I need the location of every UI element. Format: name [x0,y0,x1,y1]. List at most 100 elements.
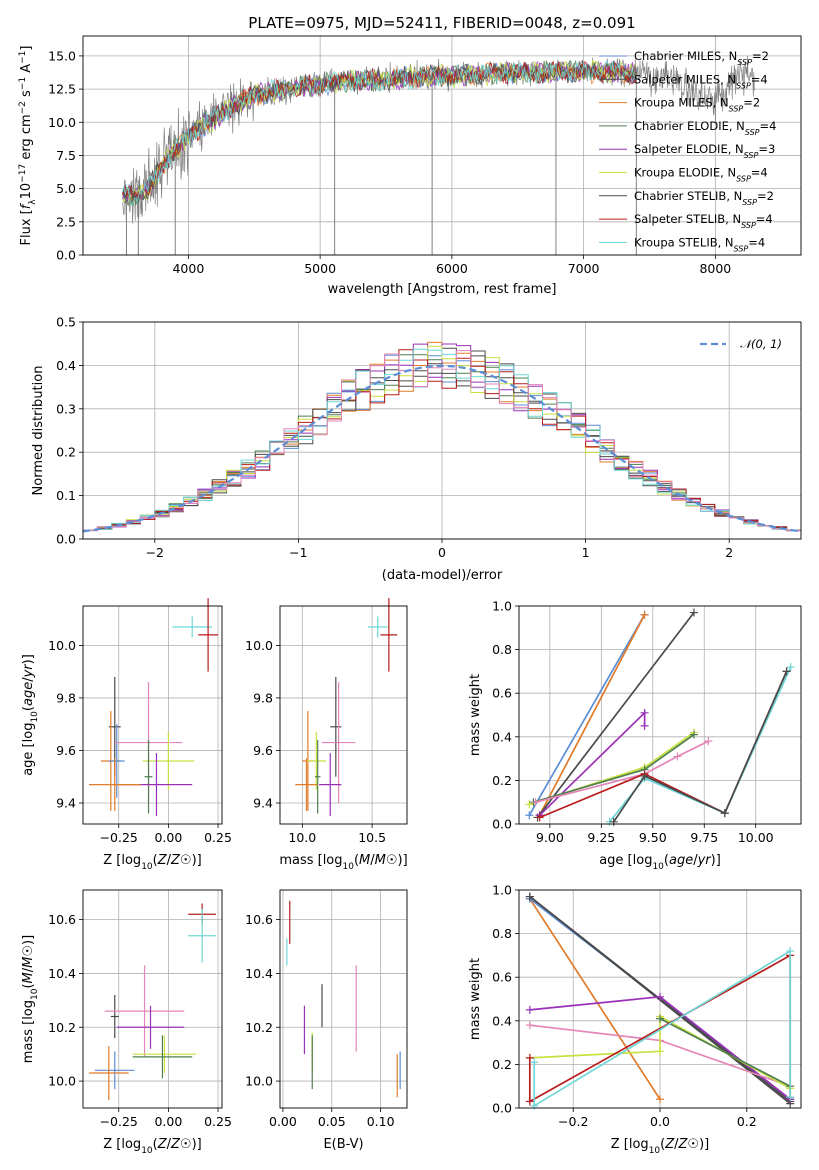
errorbar-point [88,758,141,811]
y-tick-label: 9.8 [56,690,76,705]
y-tick-label: 0.2 [492,1057,512,1072]
legend-entry: 𝒩(0, 1) [740,337,782,351]
x-tick-label: 0.0 [650,1114,670,1129]
y-tick-label: 1.0 [492,599,512,614]
weight_vs_Z-ticks: −0.2 0.0 0.2 0.0 0.2 0.4 0.6 0.8 1.0 [492,883,757,1130]
spectrum-ticks: 4000 5000 6000 7000 8000 0.0 2.5 5.0 7.5 10.0 12.5… [48,48,731,276]
x-tick-label: −0.25 [100,830,138,845]
weight_vs_age-grid [519,605,801,825]
legend-entry: Salpeter STELIB, NSSP=4 [634,212,773,230]
axis-label: age [log10(age/yr)] [599,853,721,872]
mass_vs_Z-plot-area [88,903,217,1100]
x-axis-label: wavelength [Angstrom, rest frame] [328,282,557,297]
errorbar-point [198,598,219,672]
y-axis-label: Flux [fλ10−17 erg cm−2 s−1 A−1] [18,46,38,246]
y-tick-label: 10.4 [245,966,273,981]
x-tick-label: 9.25 [587,830,615,845]
weight-line [529,731,695,806]
y-tick-label: 12.5 [48,82,76,97]
x-tick-label: 0 [438,545,446,560]
y-tick-label: 2.5 [56,214,76,229]
y-tick-label: 10.0 [245,638,273,653]
y-tick-label: 7.5 [56,148,76,163]
spectrum-frame [82,35,802,256]
weight_vs_age-panel: 9.00 9.25 9.50 9.75 10.00 0.0 0.2 0.4 0.6 0.8 1.0 a… [468,599,802,872]
y-tick-label: 9.6 [253,743,273,758]
y-tick-label: 0.1 [56,488,76,503]
legend-entry: Kroupa MILES, NSSP=2 [634,96,760,114]
weight-marker [609,817,618,826]
weight-marker [786,947,795,956]
weight-series [530,947,795,1110]
errorbar-point [132,1035,193,1079]
age_vs_mass-grid [280,606,407,824]
y-tick-label: 0.0 [492,817,512,832]
weight-line [659,1017,791,1087]
spectrum-legend: Chabrier MILES, NSSP=2 Salpeter MILES, NS… [599,49,776,253]
age_vs_mass-plot-area [295,598,398,817]
errorbar-point [295,758,318,811]
weight-marker [640,610,649,619]
y-tick-label: 0.0 [56,248,76,263]
errorbar-point [306,732,327,790]
x-tick-label: −1 [289,545,307,560]
weight_vs_age-frame [518,605,802,825]
errorbar-point [142,732,195,790]
mass_vs_ebv-grid [280,890,407,1108]
axis-label: Z [log10(Z/Z☉)] [103,1137,201,1156]
y-tick-label: 9.6 [56,743,76,758]
x-tick-label: 0.00 [154,830,182,845]
residuals-ticks: −2 −1 0 1 2 0.0 0.1 0.2 0.3 0.4 0.5 [56,315,733,561]
errorbar-point [172,616,213,638]
x-tick-label: 10.5 [358,830,386,845]
y-tick-label: 0.8 [492,926,512,941]
x-tick-label: 0.05 [318,1114,346,1129]
mass_vs_Z-ticks: −0.25 0.00 0.25 10.0 10.2 10.4 10.6 [48,912,232,1129]
y-tick-label: 10.2 [245,1020,273,1035]
weight-line [612,671,788,823]
x-tick-label: 9.50 [639,830,667,845]
weight-marker [525,1097,534,1106]
residuals-panel: −2 −1 0 1 2 0.0 0.1 0.2 0.3 0.4 0.5 𝒩(0, 1) (data-mo… [31,315,802,583]
axis-label: Z [log10(Z/Z☉)] [103,853,201,872]
weight-marker [656,992,664,1001]
weight-line [533,949,792,1108]
errorbar-point [314,739,321,814]
histogram-step [83,349,801,532]
weight-marker [525,1021,534,1030]
errorbar-point [108,724,125,798]
errorbar-point [104,965,185,1057]
y-tick-label: 9.4 [56,795,76,810]
mass_vs_Z-grid [83,890,222,1108]
residuals-frame [82,321,802,540]
age_vs_Z-ticks: −0.25 0.00 0.25 9.4 9.6 9.8 10.0 [48,638,232,845]
age_vs_Z-frame [82,605,223,825]
y-tick-label: 0.8 [492,642,512,657]
mass_vs_Z-panel: −0.25 0.00 0.25 10.0 10.2 10.4 10.6 Z [log10(Z/… [21,889,232,1156]
weight-marker [786,1093,795,1102]
legend-entry: Chabrier MILES, NSSP=2 [634,49,769,67]
weight-marker [530,1058,539,1067]
weight-marker [673,752,682,761]
x-tick-label: −0.25 [100,1114,138,1129]
weight_vs_Z-plot-area [525,892,795,1110]
errorbar-point [188,908,217,963]
x-tick-label: 0.25 [204,830,232,845]
weight-marker [656,1014,664,1023]
weight-marker [720,809,729,818]
errorbar-point [88,1046,129,1100]
spectrum-plot-area [122,56,756,255]
y-tick-label: 1.0 [492,883,512,898]
gaussian-reference-curve [82,364,802,533]
age_vs_mass-panel: 10.0 10.5 9.4 9.6 9.8 10.0 mass [log10(M/M☉)] [245,598,408,872]
x-tick-label: 0.00 [269,1114,297,1129]
mass_vs_ebv-panel: 0.00 0.05 0.10 10.0 10.2 10.4 10.6 E(B-V) [245,889,408,1152]
x-axis-label: E(B-V) [323,1137,363,1152]
weight-series [535,667,791,822]
weight-line [528,614,646,816]
y-tick-label: 0.2 [492,773,512,788]
weight-series [609,667,791,826]
y-tick-label: 10.6 [48,912,76,927]
age_vs_mass-ticks: 10.0 10.5 9.4 9.6 9.8 10.0 [245,638,386,845]
weight-marker [656,1047,664,1056]
